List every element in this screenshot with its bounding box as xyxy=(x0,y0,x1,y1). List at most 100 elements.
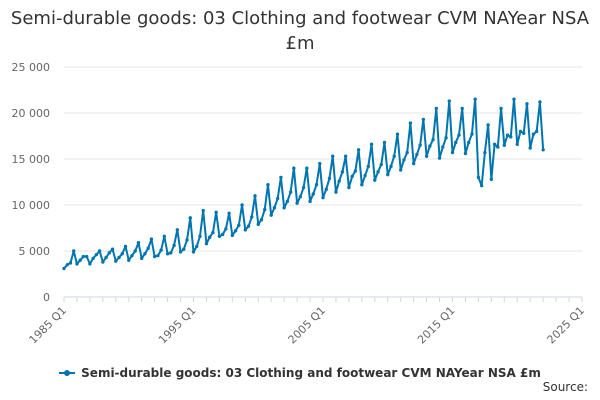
data-point xyxy=(301,185,306,190)
data-point xyxy=(230,233,235,238)
data-point xyxy=(541,148,545,152)
data-point xyxy=(441,145,445,149)
data-point xyxy=(88,262,92,266)
data-point xyxy=(275,196,280,201)
data-point xyxy=(431,137,435,142)
source-label: Source: xyxy=(542,380,588,394)
data-point xyxy=(227,211,231,215)
data-point xyxy=(437,156,442,160)
data-point xyxy=(434,106,439,111)
data-point xyxy=(340,170,345,174)
data-point xyxy=(243,228,247,232)
data-point xyxy=(204,241,209,246)
data-point xyxy=(369,142,374,146)
data-point xyxy=(356,148,361,152)
data-point xyxy=(272,206,277,210)
x-tick-label: 2005 Q1 xyxy=(286,304,329,347)
data-point xyxy=(496,145,500,149)
data-point xyxy=(263,207,267,212)
data-point xyxy=(318,161,322,166)
data-point xyxy=(308,199,312,204)
data-point xyxy=(97,249,102,253)
data-point xyxy=(337,179,341,183)
data-point xyxy=(279,175,283,180)
data-point xyxy=(159,248,163,252)
data-point xyxy=(392,154,396,158)
data-point xyxy=(376,170,380,174)
data-point xyxy=(62,266,66,271)
data-point xyxy=(259,218,264,222)
data-point xyxy=(285,199,290,204)
data-point xyxy=(528,146,532,150)
data-point xyxy=(428,144,432,148)
data-point xyxy=(321,195,325,200)
data-point xyxy=(282,206,286,210)
data-point xyxy=(470,132,474,136)
data-point xyxy=(525,102,529,106)
data-point xyxy=(411,161,416,166)
data-point xyxy=(130,253,134,258)
x-tick-label: 1995 Q1 xyxy=(156,304,199,347)
data-point xyxy=(178,250,183,254)
y-tick-label: 0 xyxy=(43,291,50,304)
data-point xyxy=(266,183,270,187)
data-point xyxy=(334,190,338,194)
data-point xyxy=(143,252,147,256)
data-point xyxy=(162,234,167,238)
data-point xyxy=(505,133,510,137)
data-point xyxy=(382,140,387,145)
data-point xyxy=(360,183,364,187)
data-point xyxy=(101,260,105,264)
data-point xyxy=(399,168,403,172)
data-point xyxy=(463,151,468,156)
data-point xyxy=(68,261,73,265)
data-point xyxy=(188,216,192,220)
data-point xyxy=(185,238,189,242)
data-point xyxy=(489,177,494,181)
data-point xyxy=(84,254,89,259)
data-point xyxy=(408,121,413,125)
data-point xyxy=(233,229,238,233)
data-point xyxy=(502,143,506,147)
data-point xyxy=(149,237,154,241)
data-point xyxy=(460,106,464,111)
data-point xyxy=(191,250,196,254)
x-tick-label: 2015 Q1 xyxy=(415,304,458,347)
data-point xyxy=(198,234,202,238)
data-point xyxy=(117,255,121,260)
data-point xyxy=(237,223,241,227)
data-point xyxy=(127,258,131,262)
data-point xyxy=(311,192,315,196)
data-point xyxy=(454,140,458,145)
y-tick-label: 20 000 xyxy=(12,107,51,120)
legend-item[interactable]: Semi-durable goods: 03 Clothing and foot… xyxy=(59,366,541,380)
data-point xyxy=(172,243,176,248)
x-tick-label: 2025 Q1 xyxy=(545,304,588,347)
gridlines xyxy=(64,66,582,252)
data-point xyxy=(269,213,273,217)
data-point xyxy=(224,227,228,231)
data-point xyxy=(72,249,76,253)
data-point xyxy=(492,142,497,146)
data-point xyxy=(534,129,539,134)
data-point xyxy=(327,176,332,181)
data-point xyxy=(479,183,484,188)
data-point xyxy=(288,190,293,194)
data-point xyxy=(78,258,82,262)
data-point xyxy=(136,241,141,245)
data-point xyxy=(424,154,429,158)
y-tick-label: 5 000 xyxy=(19,245,51,258)
data-point xyxy=(457,133,461,137)
data-point xyxy=(110,247,115,251)
data-point xyxy=(165,252,170,256)
data-point xyxy=(466,140,471,145)
data-point xyxy=(473,97,477,101)
data-point xyxy=(447,99,451,103)
data-point xyxy=(140,256,144,261)
data-point xyxy=(305,166,309,170)
data-point xyxy=(94,252,99,257)
data-point xyxy=(450,150,455,155)
data-point xyxy=(515,142,519,146)
data-point xyxy=(331,154,335,158)
